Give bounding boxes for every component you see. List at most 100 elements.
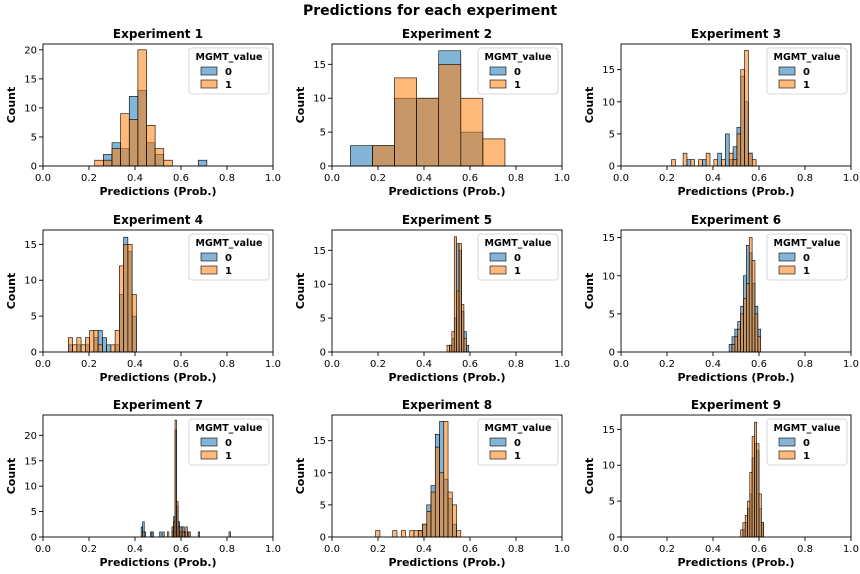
x-tick-label: 0.2 [659, 544, 675, 555]
histogram-bar-class-1 [94, 159, 104, 167]
histogram-bar-class-1 [757, 336, 762, 353]
x-tick-label: 0.0 [35, 173, 51, 184]
x-tick-label: 0.0 [35, 359, 51, 370]
x-tick-label: 0.2 [370, 544, 386, 555]
histogram-bar-class-1 [751, 260, 756, 353]
histogram-bar-class-1 [682, 152, 688, 167]
x-tick-label: 1.0 [265, 173, 281, 184]
chart-title: Experiment 4 [113, 213, 203, 227]
histogram-bar-class-1 [461, 304, 465, 353]
histogram-bar-class-1 [671, 159, 676, 167]
legend-swatch-class-1 [778, 265, 796, 275]
x-axis-label: Predictions (Prob.) [677, 185, 794, 198]
axes-frame [42, 229, 274, 353]
x-tick-label: 0.8 [797, 359, 813, 370]
y-tick-label: 10 [313, 280, 326, 291]
histogram-bar-class-1 [72, 344, 78, 353]
histogram-bar-class-0 [728, 344, 733, 353]
histogram-bar-class-1 [713, 159, 718, 167]
legend: MGMT_value 0 1 [188, 418, 270, 466]
x-tick-label: 0.6 [462, 544, 478, 555]
x-tick-label: 0.4 [127, 359, 143, 370]
x-tick-label: 0.4 [416, 544, 432, 555]
x-tick-label: 0.2 [81, 544, 97, 555]
y-tick-label: 10 [602, 271, 615, 282]
y-tick-label: 0 [320, 162, 326, 173]
x-tick-label: 0.8 [219, 173, 235, 184]
histogram-bar-class-1 [120, 113, 130, 167]
legend-label-class-0: 0 [225, 67, 232, 78]
x-tick-label: 0.6 [173, 544, 189, 555]
y-axis-label: Count [5, 273, 18, 310]
chart-title: Experiment 3 [691, 27, 781, 41]
histogram-bar-class-1 [392, 530, 398, 538]
x-axis-label: Predictions (Prob.) [677, 556, 794, 569]
y-tick-label: 5 [320, 128, 326, 139]
y-axis-label: Count [5, 87, 18, 124]
x-tick-label: 0.2 [659, 359, 675, 370]
legend: MGMT_value 0 1 [477, 233, 559, 281]
legend-title: MGMT_value [484, 423, 551, 434]
chart-title: Experiment 7 [113, 398, 203, 412]
legend-swatch-class-0 [489, 66, 507, 76]
x-tick-label: 0.4 [705, 173, 721, 184]
chart-experiment-5: Experiment 50.0 0.2 0.4 0.6 0.8 1.0051015Pred… [294, 213, 570, 384]
histogram-bar-class-1 [748, 152, 753, 167]
y-tick-label: 5 [31, 132, 37, 143]
histogram-bar-class-1 [188, 531, 191, 538]
chart-title: Experiment 5 [402, 213, 492, 227]
x-tick-label: 0.8 [508, 173, 524, 184]
histogram-bar-class-1 [446, 344, 450, 353]
histogram-bar-class-1 [76, 337, 82, 353]
y-tick-label: 15 [313, 436, 326, 447]
histogram-bar-class-1 [453, 236, 457, 353]
histogram-bar-class-1 [443, 421, 449, 538]
chart-experiment-8: Experiment 80.0 0.2 0.4 0.6 0.8 1.0051015Pred… [294, 398, 570, 569]
x-tick-label: 0.4 [705, 359, 721, 370]
histogram-bar-class-1 [744, 515, 748, 538]
axes-frame [620, 43, 852, 167]
histogram-bar-class-1 [746, 283, 750, 353]
histogram-bar-class-0 [162, 531, 165, 538]
histogram-bar-class-1 [751, 436, 755, 538]
histogram-bar-class-1 [426, 511, 432, 538]
y-tick-label: 0 [31, 533, 37, 544]
legend-title: MGMT_value [484, 52, 551, 63]
histogram-bar-class-1 [754, 313, 759, 353]
legend-swatch-class-0 [489, 252, 507, 262]
histogram-bar-class-1 [400, 530, 406, 538]
x-tick-label: 0.2 [81, 359, 97, 370]
x-tick-label: 1.0 [554, 173, 570, 184]
legend-title: MGMT_value [773, 52, 840, 63]
histogram-bar-class-1 [740, 529, 744, 538]
legend-title: MGMT_value [195, 238, 262, 249]
histogram-bar-class-1 [103, 159, 113, 167]
y-tick-label: 15 [24, 240, 37, 251]
histogram-bar-class-1 [439, 472, 445, 538]
legend-label-class-0: 0 [803, 253, 810, 264]
histogram-bar-class-1 [372, 145, 395, 167]
y-tick-label: 5 [31, 507, 37, 518]
chart-title: Experiment 2 [402, 27, 492, 41]
axes-frame [331, 43, 563, 167]
y-tick-label: 10 [313, 94, 326, 105]
y-axis-label: Count [294, 87, 307, 124]
x-tick-label: 0.4 [416, 359, 432, 370]
x-axis-label: Predictions (Prob.) [388, 185, 505, 198]
axes-frame [331, 229, 563, 353]
x-tick-label: 0.8 [219, 359, 235, 370]
histogram-bar-class-1 [736, 133, 742, 167]
x-axis-label: Predictions (Prob.) [99, 185, 216, 198]
x-tick-label: 0.4 [127, 173, 143, 184]
histogram-bar-class-0 [702, 159, 707, 167]
x-tick-label: 0.4 [127, 544, 143, 555]
legend-swatch-class-1 [489, 79, 507, 89]
legend-swatch-class-1 [200, 450, 218, 460]
histogram-bar-class-1 [131, 294, 137, 353]
histogram-bar-class-1 [731, 344, 736, 353]
axes-frame [42, 414, 274, 538]
histogram-bar-class-1 [751, 159, 757, 167]
legend-label-class-1: 1 [514, 451, 521, 462]
legend-title: MGMT_value [195, 52, 262, 63]
